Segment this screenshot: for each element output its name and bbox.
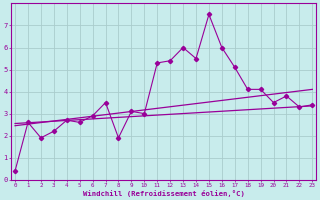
X-axis label: Windchill (Refroidissement éolien,°C): Windchill (Refroidissement éolien,°C) [83,190,244,197]
